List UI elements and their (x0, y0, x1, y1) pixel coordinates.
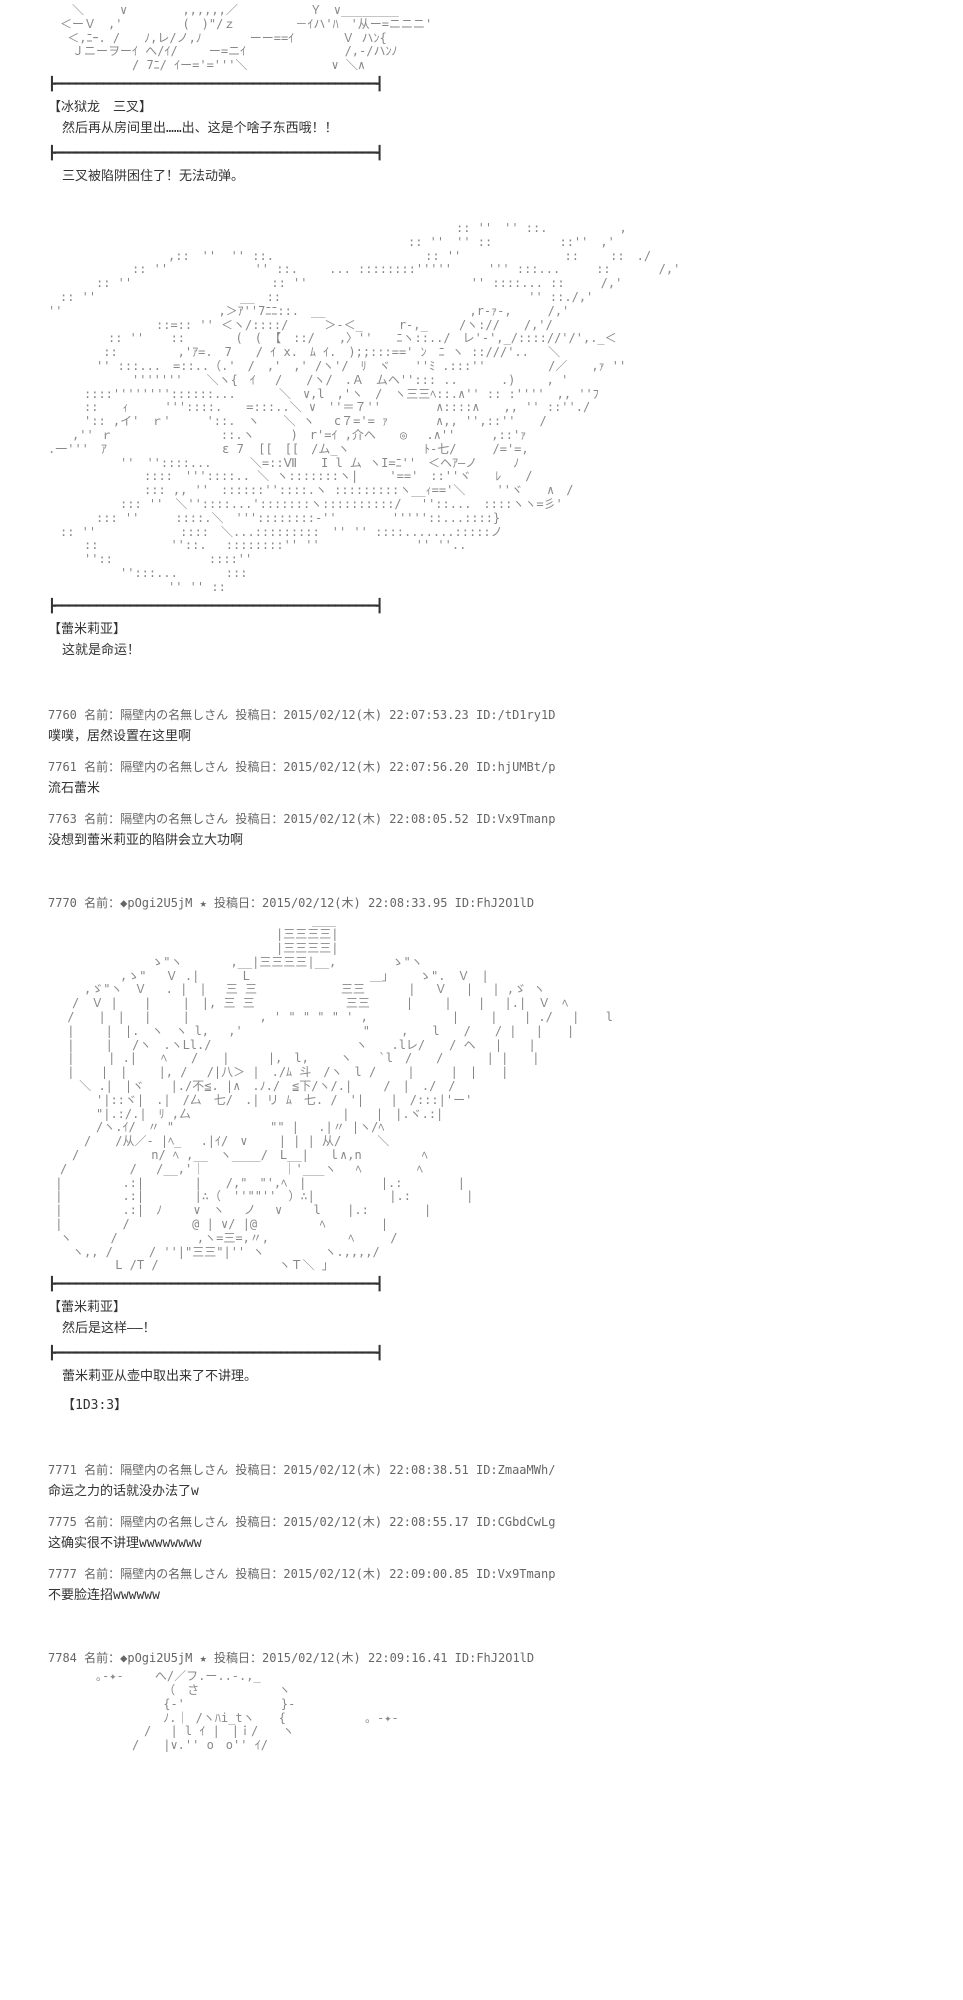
dialogue-line: 蕾米莉亚从壶中取出来了不讲理。 (62, 1365, 915, 1384)
dialogue-line: 然后是这样――！ (62, 1317, 915, 1336)
ascii-art-bottom: ｡-✦- へ/／フ.ー..-.,_ （ さ ヽ {-' }- ﾉ.｜ /ヽﾊi_… (48, 1670, 915, 1753)
post-body: 命运之力的话就没办法了w (48, 1480, 915, 1499)
divider: ┣━━━━━━━━━━━━━━━━━━━━━━━━━━━━━━━━━━━━━━━… (48, 77, 915, 92)
post-body: 这确实很不讲理wwwwwwww (48, 1532, 915, 1551)
post-header: 7775 名前：隔壁内の名無しさん 投稿日：2015/02/12(木) 22:0… (48, 1513, 915, 1530)
dialogue-line: 然后再从房间里出……出、这是个啥子东西哦！！ (62, 117, 915, 136)
ascii-art-top: ＼ ∨ ,,,,,,／ Ｙ ∨________ ＜ーＶ ,' ( )"/ｚ －ｲ… (48, 4, 915, 73)
post-header: 7761 名前：隔壁内の名無しさん 投稿日：2015/02/12(木) 22:0… (48, 758, 915, 775)
ascii-art-girl: ＿＿ |三三三三| |三三三三| ゝ"ヽ ,__|三三三三|__, ゝ"ヽ ,ゝ… (48, 915, 915, 1274)
divider: ┣━━━━━━━━━━━━━━━━━━━━━━━━━━━━━━━━━━━━━━━… (48, 1277, 915, 1292)
dialogue-line: 三叉被陷阱困住了！无法动弹。 (62, 165, 915, 184)
post-header: 7784 名前：◆pOgi2U5jM ★ 投稿日：2015/02/12(木) 2… (48, 1649, 915, 1666)
post-body: 流石蕾米 (48, 777, 915, 796)
divider: ┣━━━━━━━━━━━━━━━━━━━━━━━━━━━━━━━━━━━━━━━… (48, 599, 915, 614)
post-header: 7763 名前：隔壁内の名無しさん 投稿日：2015/02/12(木) 22:0… (48, 810, 915, 827)
divider: ┣━━━━━━━━━━━━━━━━━━━━━━━━━━━━━━━━━━━━━━━… (48, 146, 915, 161)
post-header: 7770 名前：◆pOgi2U5jM ★ 投稿日：2015/02/12(木) 2… (48, 894, 915, 911)
post-body: 没想到蕾米莉亚的陷阱会立大功啊 (48, 829, 915, 848)
post-body: 不要脸连招wwwwww (48, 1584, 915, 1603)
post-header: 7771 名前：隔壁内の名無しさん 投稿日：2015/02/12(木) 22:0… (48, 1461, 915, 1478)
speaker-label: 【蕾米莉亚】 (48, 1296, 915, 1315)
speaker-label: 【冰狱龙 三叉】 (48, 96, 915, 115)
post-header: 7760 名前：隔壁内の名無しさん 投稿日：2015/02/12(木) 22:0… (48, 706, 915, 723)
post-header: 7777 名前：隔壁内の名無しさん 投稿日：2015/02/12(木) 22:0… (48, 1565, 915, 1582)
ascii-art-monster: :: '' '' ::. , :: '' '' :: ::'' ,' ,:: '… (48, 222, 915, 595)
divider: ┣━━━━━━━━━━━━━━━━━━━━━━━━━━━━━━━━━━━━━━━… (48, 1346, 915, 1361)
dialogue-line: 【1D3:3】 (62, 1394, 915, 1413)
dialogue-line: 这就是命运！ (62, 639, 915, 658)
post-body: 噗噗，居然设置在这里啊 (48, 725, 915, 744)
speaker-label: 【蕾米莉亚】 (48, 618, 915, 637)
